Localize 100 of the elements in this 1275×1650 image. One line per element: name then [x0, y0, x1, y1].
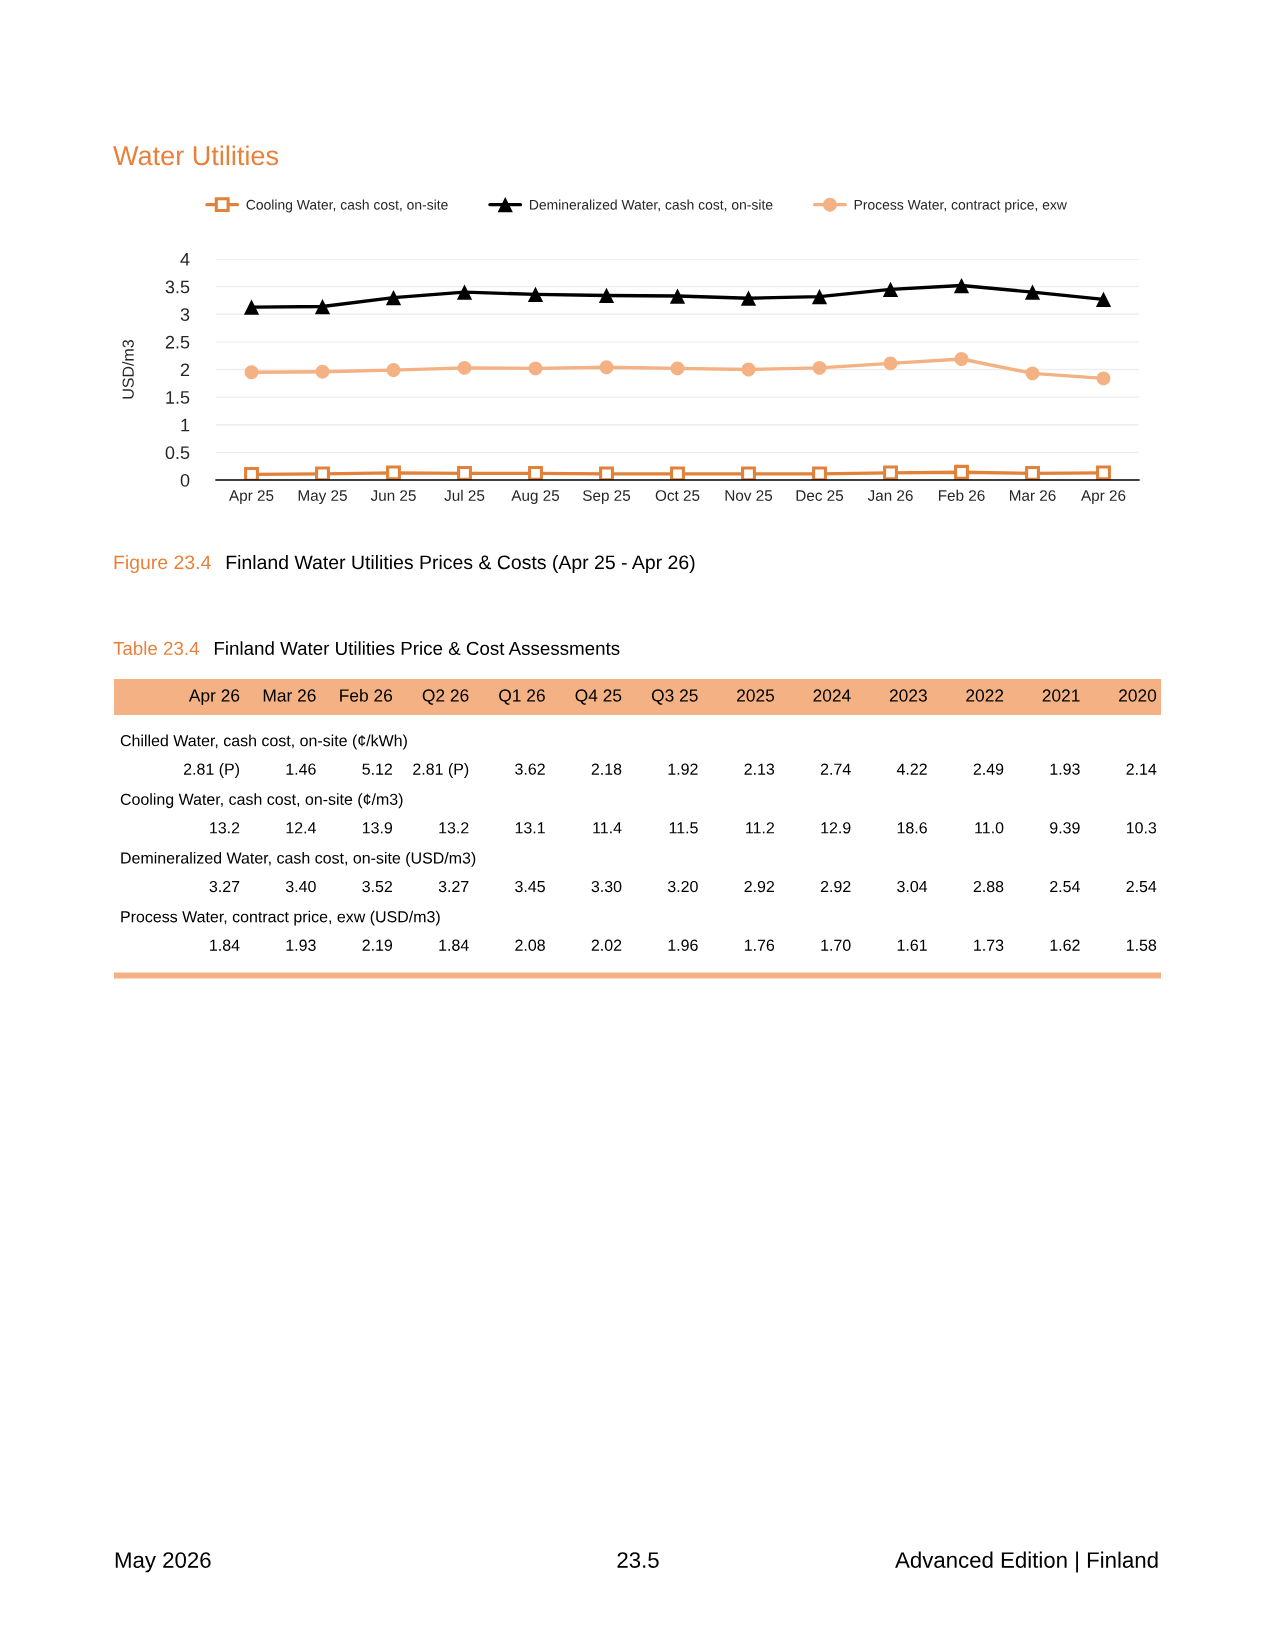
- data-label: 2.92: [820, 880, 851, 893]
- x-tick-label: Nov 25: [725, 490, 773, 501]
- x-tick-label: Jun 25: [370, 490, 416, 501]
- legend-label: Cooling Water, cash cost, on-site: [246, 199, 448, 213]
- point: [244, 365, 259, 380]
- point: [457, 465, 472, 480]
- data-label: 5.12: [362, 763, 392, 775]
- data-label: 2.18: [591, 763, 622, 775]
- point: [457, 360, 472, 375]
- y-tick-label: Demineralized Water, cash cost, on-site (USD/m3): [121, 851, 476, 867]
- point: [315, 466, 330, 480]
- data-label: 2.74: [820, 763, 851, 775]
- point: [883, 356, 898, 371]
- point: [456, 284, 473, 300]
- y-tick-label: 2: [180, 363, 190, 377]
- point: [1025, 465, 1040, 480]
- point: [528, 361, 543, 376]
- data-label: 2.54: [1050, 880, 1080, 893]
- data-label: 3.62: [515, 763, 545, 775]
- data-label: 10.3: [1126, 822, 1157, 834]
- x-tick-label: 2020: [1119, 689, 1157, 702]
- point: [528, 465, 543, 480]
- y-tick-label: Chilled Water, cash cost, on-site (¢/kWh): [120, 734, 407, 750]
- point: [1096, 465, 1111, 480]
- data-label: 1.73: [974, 939, 1004, 951]
- x-tick-label: 2022: [966, 689, 1004, 702]
- x-tick-label: Aug 25: [511, 490, 560, 504]
- x-tick-label: 2023: [889, 689, 927, 702]
- y-tick-label: 2.5: [165, 335, 190, 349]
- x-tick-label: 2021: [1042, 689, 1080, 702]
- data-label: 2.02: [591, 939, 622, 951]
- data-label: 3.30: [591, 880, 622, 893]
- x-tick-label: Q2 26: [422, 689, 469, 705]
- y-tick-label: 4: [180, 253, 190, 266]
- data-label: 3.27: [438, 880, 469, 893]
- y-axis-title: USD/m3: [122, 340, 134, 399]
- caption: Figure 23.4: [114, 554, 211, 574]
- text: May 2026: [115, 1552, 211, 1573]
- data-label: 1.84: [439, 939, 469, 951]
- legend-label: Demineralized Water, cash cost, on-site: [530, 199, 773, 212]
- x-tick-label: Jan 26: [867, 490, 913, 501]
- point: [740, 290, 757, 306]
- data-label: 2.08: [515, 939, 545, 951]
- x-tick-label: Sep 25: [582, 490, 631, 504]
- x-tick-label: 2025: [737, 689, 775, 702]
- data-label: 1.61: [897, 939, 927, 951]
- y-tick-label: 3: [180, 308, 190, 321]
- point: [243, 299, 260, 315]
- point: [882, 281, 899, 298]
- y-tick-label: Process Water, contract price, exw (USD/m3): [121, 910, 440, 926]
- data-label: 11.4: [593, 822, 622, 834]
- data-label: 3.40: [285, 880, 316, 893]
- data-label: 3.27: [209, 880, 240, 893]
- point: [385, 290, 402, 306]
- data-label: 2.88: [973, 880, 1004, 893]
- x-tick-label: Jul 25: [444, 489, 485, 501]
- point: [244, 467, 259, 480]
- text: Finland Water Utilities Prices & Costs (Apr 25 - Apr 26): [226, 554, 695, 574]
- data-label: 1.84: [210, 939, 240, 951]
- data-label: 11.2: [746, 822, 774, 834]
- x-tick-label: Apr 26: [1081, 490, 1126, 504]
- data-label: 18.6: [897, 822, 927, 834]
- data-label: 1.58: [1126, 939, 1157, 951]
- point: [1025, 366, 1040, 381]
- y-tick-label: 1: [181, 418, 190, 432]
- chart-subtitle: Finland Water Utilities Price & Cost Assessments: [214, 641, 620, 656]
- point: [1024, 284, 1041, 300]
- legend-label: Process Water, contract price, exw: [854, 199, 1067, 213]
- point: [670, 466, 685, 480]
- data-label: 1.96: [668, 939, 698, 951]
- point: [812, 466, 827, 480]
- point: [812, 360, 827, 375]
- data-label: 3.20: [667, 880, 698, 893]
- point: [883, 465, 898, 480]
- text: 23.5: [617, 1552, 659, 1568]
- data-label: 1.76: [744, 939, 775, 951]
- data-label: 13.9: [362, 822, 393, 834]
- point: [527, 286, 544, 302]
- y-tick-label: 0.5: [165, 446, 190, 460]
- x-tick-label: Q3 25: [651, 689, 698, 705]
- point: [386, 363, 401, 377]
- chart-title: Water Utilities: [113, 145, 279, 166]
- x-tick-label: Mar 26: [263, 689, 316, 702]
- point: [386, 465, 401, 480]
- x-tick-label: Mar 26: [1009, 490, 1056, 501]
- x-tick-label: Oct 25: [655, 490, 700, 501]
- x-tick-label: Apr 26: [188, 689, 240, 706]
- y-tick-label: Cooling Water, cash cost, on-site (¢/m3): [120, 793, 403, 809]
- point: [741, 466, 756, 480]
- x-tick-label: May 25: [298, 490, 347, 504]
- x-tick-label: Feb 26: [938, 489, 985, 501]
- point: [1096, 371, 1111, 386]
- x-tick-label: 2024: [813, 689, 851, 702]
- point: [953, 277, 970, 294]
- point: [599, 466, 614, 480]
- point: [1095, 291, 1112, 307]
- y-tick-label: 1.5: [166, 391, 190, 404]
- data-label: 13.2: [210, 822, 240, 834]
- y-tick-label: 0: [180, 473, 190, 487]
- x-tick-label: Feb 26: [340, 688, 393, 702]
